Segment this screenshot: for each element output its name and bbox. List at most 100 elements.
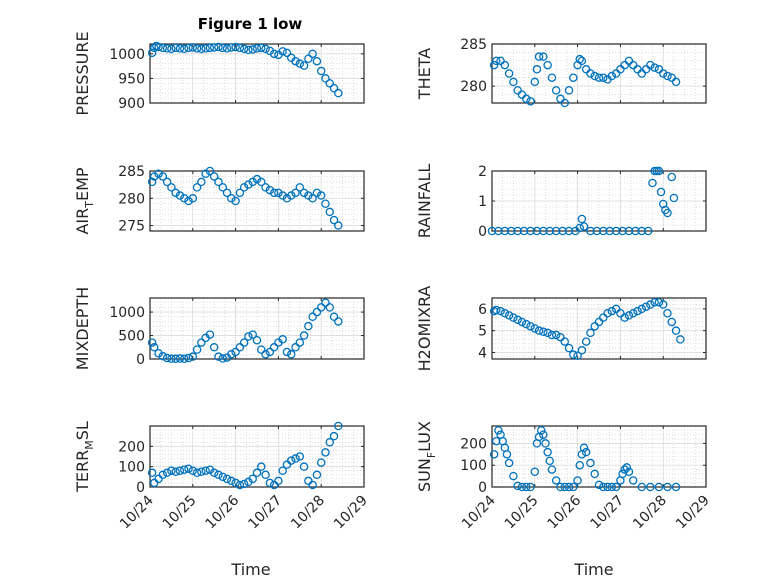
minor-grid: [149, 425, 365, 488]
data-point: [158, 351, 168, 361]
axes-box: [491, 297, 707, 360]
data-point: [295, 452, 305, 461]
data-point: [487, 226, 497, 236]
x-tick-label: 10/27: [245, 493, 285, 533]
data-series: [489, 426, 681, 492]
data-point: [257, 177, 266, 187]
data-point: [560, 482, 570, 492]
data-point: [637, 304, 647, 314]
data-point: [569, 482, 578, 492]
data-point: [513, 481, 522, 491]
data-point: [239, 338, 249, 347]
data-point: [197, 338, 206, 347]
data-point: [201, 44, 210, 53]
data-point: [171, 43, 180, 53]
data-point: [517, 90, 527, 99]
data-point: [564, 226, 574, 236]
data-point: [278, 191, 287, 200]
data-point: [257, 462, 266, 471]
y-axis-label: RAINFALL: [415, 164, 434, 239]
x-tick-label: 10/26: [545, 492, 585, 532]
data-series: [147, 166, 343, 230]
data-point: [586, 458, 595, 468]
subplot-sun-flux: 0 100 200 SUNFLUX 10/24 10/25 10/26 10/27 10/28 1…: [415, 421, 713, 532]
data-point: [179, 354, 189, 364]
data-point: [624, 56, 634, 66]
figure-title: Figure 1 low: [198, 15, 303, 33]
data-point: [278, 466, 287, 475]
data-point: [304, 476, 313, 486]
data-point: [257, 43, 266, 53]
data-point: [147, 177, 157, 187]
data-point: [244, 180, 253, 189]
data-point: [325, 79, 335, 88]
data-point: [663, 71, 672, 81]
data-point: [248, 177, 257, 187]
data-point: [551, 86, 561, 95]
data-point: [539, 327, 548, 337]
x-tick-label: 10/25: [502, 493, 542, 533]
data-point: [282, 460, 292, 469]
data-point: [551, 476, 561, 485]
data-point: [551, 330, 561, 340]
data-point: [197, 177, 206, 187]
data-point: [646, 60, 655, 70]
data-series: [147, 421, 343, 490]
data-point: [573, 476, 582, 485]
data-point: [235, 480, 245, 490]
data-point: [179, 44, 189, 54]
data-point: [334, 317, 343, 326]
data-point: [494, 226, 503, 236]
data-point: [658, 69, 668, 78]
data-point: [646, 300, 655, 309]
data-point: [235, 343, 245, 352]
data-point: [656, 187, 666, 197]
data-point: [316, 66, 326, 76]
data-point: [175, 44, 185, 53]
data-point: [532, 226, 542, 236]
data-point: [214, 470, 223, 480]
y-axis-label: TERRMSL: [73, 421, 96, 493]
data-point: [530, 324, 540, 333]
data-point: [526, 97, 535, 106]
data-point: [637, 482, 647, 492]
data-point: [616, 308, 625, 318]
data-point: [517, 317, 527, 327]
data-point: [201, 466, 210, 475]
data-series: [487, 166, 679, 236]
data-point: [329, 84, 339, 93]
data-point: [507, 226, 516, 236]
data-point: [162, 44, 172, 53]
data-point: [308, 49, 317, 59]
data-point: [218, 472, 228, 482]
data-point: [179, 194, 189, 203]
data-point: [521, 94, 531, 104]
data-point: [547, 330, 557, 340]
data-point: [650, 298, 659, 307]
data-point: [312, 56, 322, 66]
data-point: [530, 467, 540, 476]
data-point: [334, 88, 343, 98]
data-point: [489, 60, 499, 70]
subplot-pressure: 900 950 1000 PRESSURE: [73, 31, 365, 116]
data-point: [654, 65, 664, 74]
data-point: [269, 49, 279, 59]
data-point: [171, 467, 180, 476]
data-point: [167, 183, 176, 192]
data-point: [214, 177, 223, 187]
data-point: [663, 308, 672, 318]
data-point: [605, 226, 614, 236]
data-point: [671, 77, 681, 87]
data-point: [607, 71, 617, 81]
x-tick-label: 10/28: [288, 493, 328, 533]
x-axis-label-right: Time: [573, 560, 613, 579]
data-point: [577, 346, 587, 355]
data-point: [171, 354, 180, 364]
data-point: [231, 196, 240, 206]
data-point: [509, 77, 518, 87]
subplot-theta: 280 285 THETA: [415, 37, 707, 108]
data-point: [594, 73, 604, 82]
x-tick-label: 10/27: [587, 493, 627, 533]
data-point: [560, 337, 570, 346]
data-point: [175, 354, 185, 363]
